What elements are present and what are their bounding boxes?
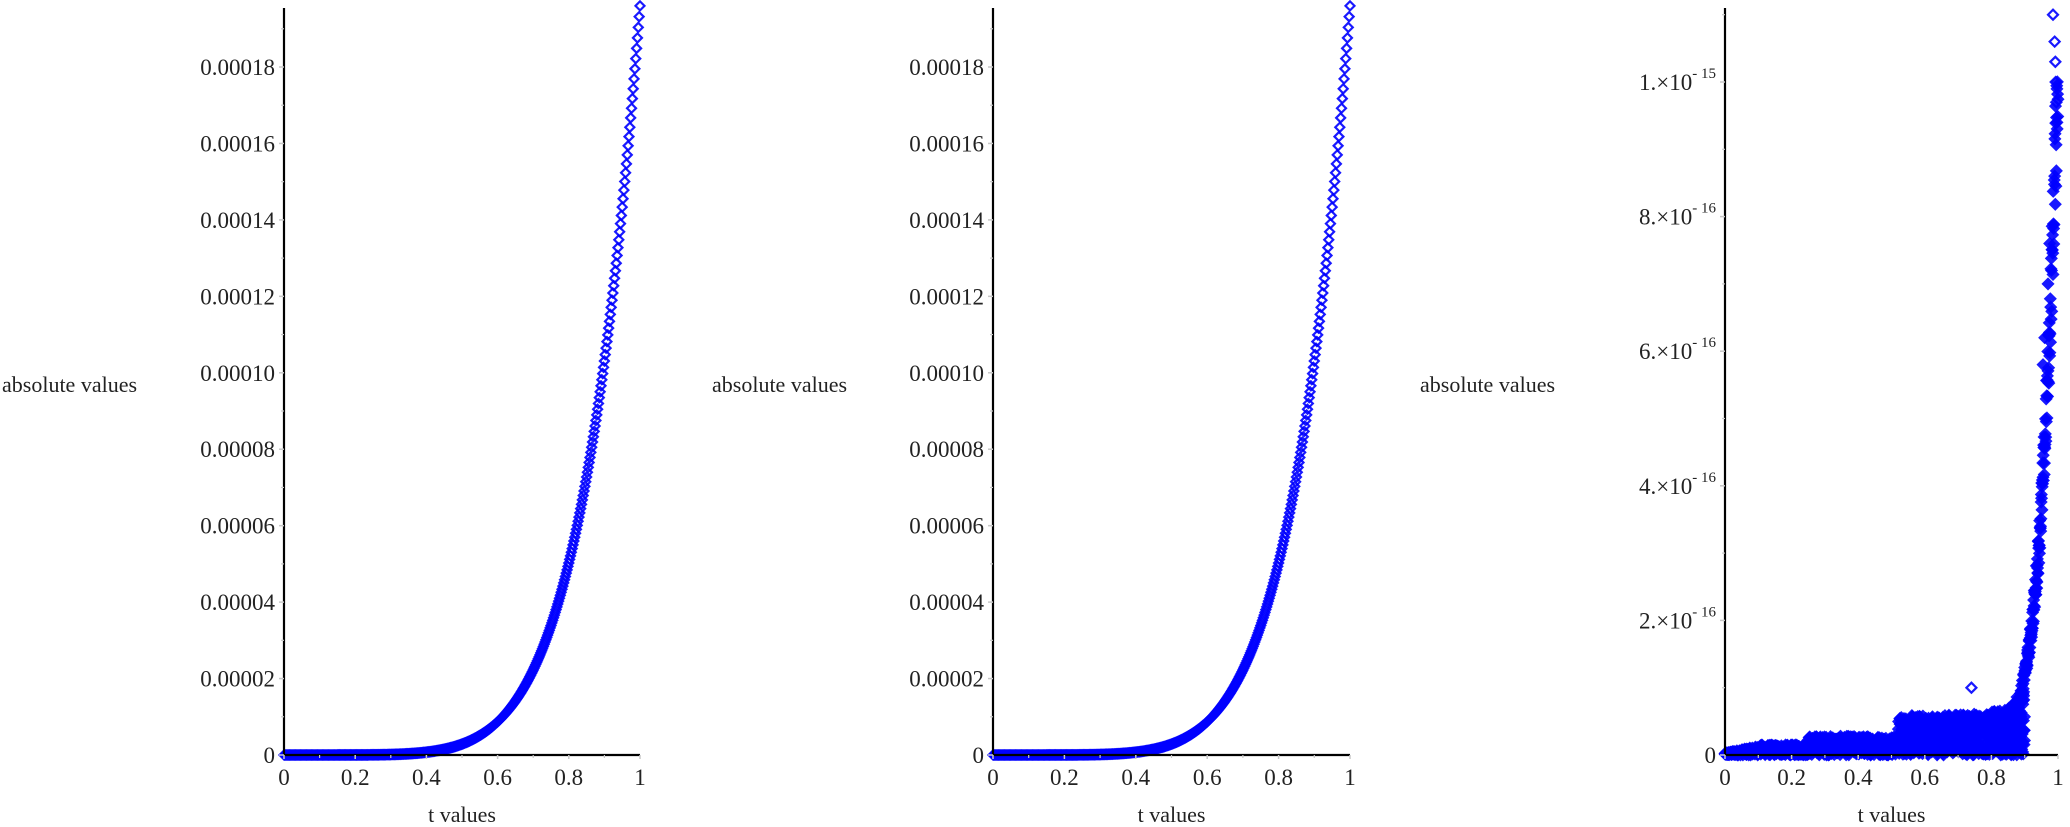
x-tick-label: 0.8: [1977, 765, 2006, 790]
y-tick-label: 0.00014: [200, 208, 275, 233]
y-tick-label: 0.00006: [909, 514, 984, 539]
scatter-series: [986, 0, 1357, 762]
scatter-series: [1718, 8, 2065, 762]
x-tick-label: 0: [1719, 765, 1731, 790]
x-tick-label: 0.6: [1910, 765, 1939, 790]
y-tick-label: 1.×10- 15: [1639, 66, 1716, 95]
plot-panel-3: 0 0.2 0.4 0.6 0.8 1 0 2.×10- 16 4.×10- 16 6.×10- …: [1420, 8, 2065, 827]
y-tick-label: 0: [1705, 743, 1717, 768]
y-tick-label: 0.00016: [909, 131, 984, 156]
x-axis-title: t values: [1138, 802, 1206, 827]
x-tick-label: 0.6: [483, 765, 512, 790]
y-tick-label: 0: [264, 743, 276, 768]
y-tick-label: 0.00010: [200, 361, 275, 386]
y-tick-label: 0: [973, 743, 985, 768]
y-tick-label: 0.00008: [909, 437, 984, 462]
x-tick-label: 0: [278, 765, 290, 790]
plot-panel-2: 0 0.2 0.4 0.6 0.8 1 0 0.00002 0.00004 0.00006 0.00…: [712, 0, 1357, 827]
y-tick-label: 0.00014: [909, 208, 984, 233]
x-tick-label: 1: [1344, 765, 1356, 790]
x-tick-label: 0.4: [1121, 765, 1150, 790]
plot-panel-1: 0 0.2 0.4 0.6 0.8 1 0 0.00002 0.00004 0.00006 0.00…: [2, 0, 647, 827]
x-tick-label: 0.4: [1844, 765, 1873, 790]
y-tick-label: 0.00008: [200, 437, 275, 462]
x-tick-label: 0.4: [412, 765, 441, 790]
y-axis-title: absolute values: [712, 372, 847, 397]
x-tick-label: 1: [2052, 765, 2064, 790]
y-tick-label: 0.00012: [200, 284, 275, 309]
x-tick-label: 0.8: [554, 765, 583, 790]
x-axis-title: t values: [428, 802, 496, 827]
x-tick-label: 0.6: [1193, 765, 1222, 790]
x-tick-label: 0.2: [1777, 765, 1806, 790]
x-axis-title: t values: [1858, 802, 1926, 827]
y-tick-label: 4.×10- 16: [1639, 470, 1716, 499]
x-tick-label: 0: [987, 765, 999, 790]
y-tick-label: 0.00006: [200, 514, 275, 539]
y-tick-label: 0.00004: [200, 590, 275, 615]
y-tick-label: 0.00018: [909, 55, 984, 80]
y-tick-label: 0.00002: [200, 667, 275, 692]
scatter-series: [277, 0, 647, 762]
x-tick-label: 0.2: [1050, 765, 1079, 790]
y-tick-label: 6.×10- 16: [1639, 335, 1716, 364]
x-tick-label: 0.2: [341, 765, 370, 790]
y-axis-title: absolute values: [1420, 372, 1555, 397]
x-tick-label: 0.8: [1264, 765, 1293, 790]
y-axis-title: absolute values: [2, 372, 137, 397]
y-tick-label: 8.×10- 16: [1639, 201, 1716, 230]
y-tick-label: 0.00018: [200, 55, 275, 80]
y-tick-label: 0.00012: [909, 284, 984, 309]
y-tick-label: 0.00016: [200, 131, 275, 156]
y-tick-label: 0.00004: [909, 590, 984, 615]
y-tick-label: 2.×10- 16: [1639, 604, 1716, 633]
y-tick-label: 0.00010: [909, 361, 984, 386]
y-tick-label: 0.00002: [909, 667, 984, 692]
x-tick-label: 1: [634, 765, 646, 790]
